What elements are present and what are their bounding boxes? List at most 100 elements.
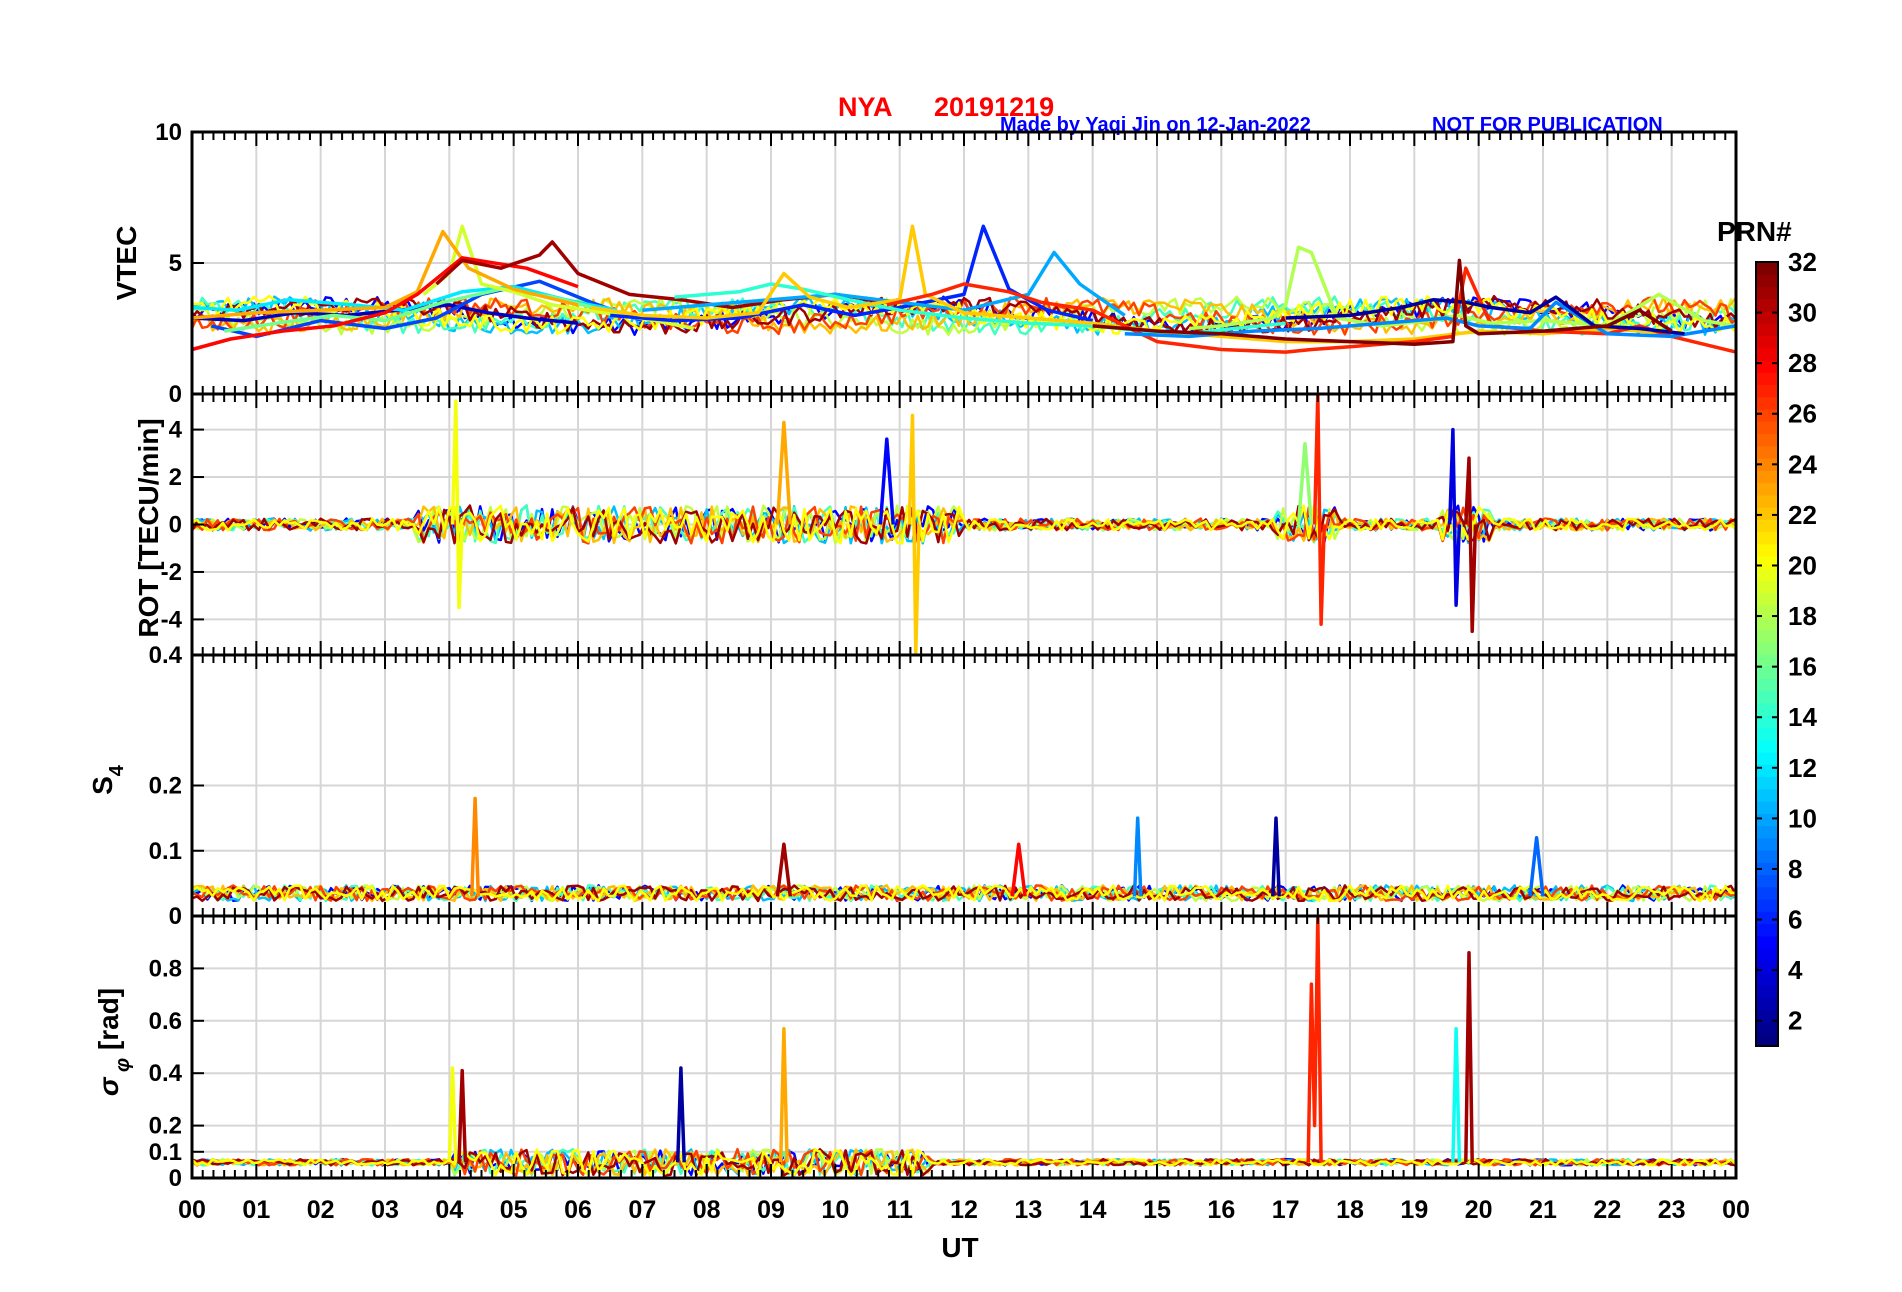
colorbar-cell bbox=[1756, 396, 1778, 410]
colorbar-tick-label: 6 bbox=[1788, 905, 1802, 935]
series-line bbox=[1451, 1026, 1462, 1163]
x-tick-label: 10 bbox=[821, 1196, 849, 1224]
x-tick-label: 17 bbox=[1272, 1196, 1300, 1224]
series-line bbox=[457, 1068, 468, 1163]
x-tick-label: 00 bbox=[178, 1196, 206, 1224]
series-line bbox=[1447, 427, 1462, 607]
x-axis-label: UT bbox=[941, 1232, 978, 1263]
x-tick-label: 19 bbox=[1400, 1196, 1428, 1224]
x-tick-label: 14 bbox=[1079, 1196, 1107, 1224]
colorbar-cell bbox=[1756, 1033, 1778, 1047]
colorbar-cell bbox=[1756, 286, 1778, 300]
sigma-phi-panel: 00.10.2 0.4 0.6 0.8 bbox=[149, 914, 1738, 1192]
colorbar-label: PRN# bbox=[1717, 216, 1792, 247]
y-tick-label: 2 bbox=[169, 464, 182, 491]
series-line bbox=[1092, 258, 1673, 346]
colorbar-cell bbox=[1756, 274, 1778, 288]
series-line bbox=[1010, 842, 1027, 897]
y-tick-label: 0.2 bbox=[149, 1113, 182, 1140]
colorbar-cell bbox=[1756, 727, 1778, 741]
y-tick-label: 0.6 bbox=[149, 1008, 182, 1035]
colorbar-cell bbox=[1756, 445, 1778, 459]
y-tick-label: 5 bbox=[169, 250, 182, 277]
colorbar-cell bbox=[1756, 862, 1778, 876]
series-line bbox=[1464, 950, 1474, 1163]
colorbar-cell bbox=[1756, 507, 1778, 520]
x-tick-label: 12 bbox=[950, 1196, 978, 1224]
colorbar-cell bbox=[1756, 948, 1778, 961]
colorbar-cell bbox=[1756, 494, 1778, 508]
colorbar-tick-label: 14 bbox=[1788, 702, 1817, 732]
series-line bbox=[1189, 245, 1737, 331]
colorbar-cell bbox=[1756, 372, 1778, 386]
colorbar-tick-label: 22 bbox=[1788, 500, 1817, 530]
series-line bbox=[1296, 442, 1314, 525]
x-tick-label: 08 bbox=[693, 1196, 721, 1224]
series-line bbox=[886, 266, 1737, 354]
colorbar-cell bbox=[1756, 629, 1778, 643]
x-tick-label: 09 bbox=[757, 1196, 785, 1224]
series-line bbox=[1464, 456, 1478, 634]
y-tick-label: 0 bbox=[169, 1165, 182, 1192]
colorbar-tick-label: 12 bbox=[1788, 753, 1817, 783]
colorbar-cell bbox=[1756, 421, 1778, 435]
series-line bbox=[1306, 914, 1323, 1163]
series-line bbox=[675, 1066, 686, 1163]
colorbar-cell bbox=[1756, 850, 1778, 863]
colorbar-cell bbox=[1756, 556, 1778, 569]
y-tick-label: 0.1 bbox=[149, 838, 182, 865]
colorbar-cell bbox=[1756, 801, 1778, 814]
colorbar-cell bbox=[1756, 347, 1778, 361]
y-tick-label: 0.8 bbox=[149, 955, 182, 982]
colorbar-cell bbox=[1756, 605, 1778, 618]
colorbar-tick-label: 30 bbox=[1788, 298, 1817, 328]
colorbar-cell bbox=[1756, 776, 1778, 790]
colorbar-cell bbox=[1756, 960, 1778, 974]
series-line bbox=[590, 224, 1672, 344]
colorbar-cell bbox=[1756, 837, 1778, 851]
y-tick-label: 4 bbox=[169, 417, 183, 444]
colorbar-cell bbox=[1756, 654, 1778, 667]
colorbar-tick-label: 24 bbox=[1788, 449, 1817, 479]
colorbar-cell bbox=[1756, 788, 1778, 802]
colorbar-cell bbox=[1756, 825, 1778, 839]
x-tick-label: 22 bbox=[1593, 1196, 1621, 1224]
y-tick-label: 0.2 bbox=[149, 773, 182, 800]
colorbar-cell bbox=[1756, 813, 1778, 827]
x-tick-label: 01 bbox=[242, 1196, 270, 1224]
x-tick-label: 15 bbox=[1143, 1196, 1171, 1224]
colorbar-cell bbox=[1756, 703, 1778, 716]
colorbar-cell bbox=[1756, 617, 1778, 631]
series-line bbox=[1528, 835, 1545, 897]
series-line bbox=[191, 256, 579, 352]
colorbar-cell bbox=[1756, 666, 1778, 680]
series-line bbox=[1312, 392, 1327, 626]
colorbar-cell bbox=[1756, 997, 1778, 1010]
colorbar-cell bbox=[1756, 531, 1778, 545]
colorbar-cell bbox=[1756, 470, 1778, 484]
series-line bbox=[191, 229, 579, 320]
colorbar-cell bbox=[1756, 298, 1778, 312]
title-station: NYA bbox=[838, 92, 893, 122]
colorbar-cell bbox=[1756, 764, 1778, 778]
colorbar-cell bbox=[1756, 1021, 1778, 1035]
y-tick-label: 10 bbox=[155, 119, 182, 146]
series-line bbox=[1124, 300, 1737, 339]
y-tick-label: 0 bbox=[169, 381, 182, 408]
vtec-ylabel: VTEC bbox=[111, 226, 142, 301]
colorbar-cell bbox=[1756, 1009, 1778, 1023]
x-axis-ticks: 00 01 02 03 04 05 06 07 08 09 10 11 12 13 14 15 16 17 18 19… bbox=[178, 1196, 1750, 1224]
colorbar-cell bbox=[1756, 323, 1778, 337]
x-tick-label: 20 bbox=[1465, 1196, 1493, 1224]
colorbar-tick-label: 32 bbox=[1788, 247, 1817, 277]
y-tick-label: -4 bbox=[161, 606, 183, 633]
colorbar-cell bbox=[1756, 874, 1778, 888]
colorbar-tick-label: 10 bbox=[1788, 803, 1817, 833]
colorbar-tick-label: 18 bbox=[1788, 601, 1817, 631]
colorbar-tick-label: 28 bbox=[1788, 348, 1817, 378]
colorbar-cell bbox=[1756, 543, 1778, 557]
x-tick-label: 04 bbox=[435, 1196, 463, 1224]
series-line bbox=[642, 250, 1126, 317]
y-tick-label: 0.4 bbox=[149, 642, 183, 669]
y-tick-label: 0 bbox=[169, 512, 182, 539]
